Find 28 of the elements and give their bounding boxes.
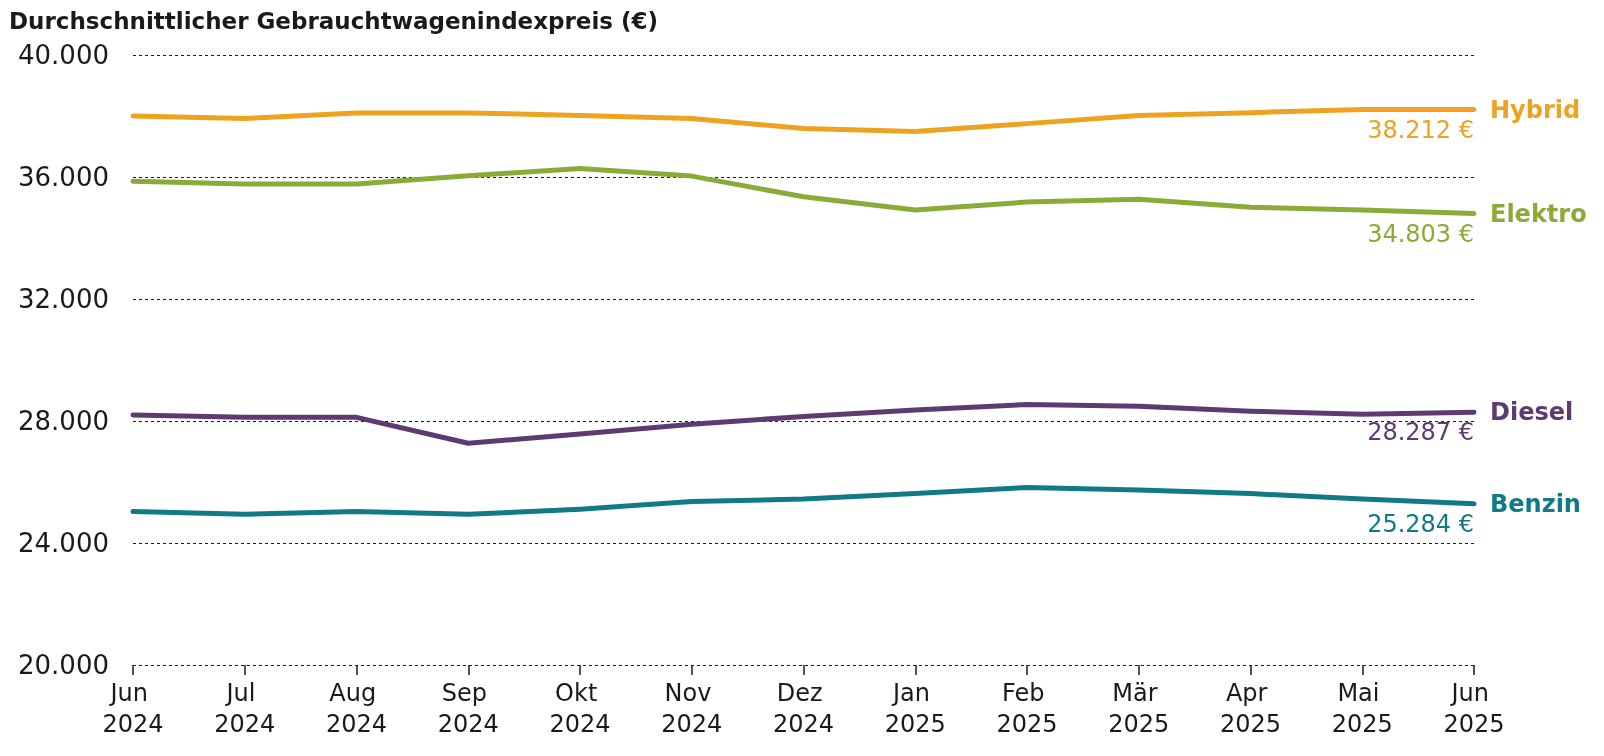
- y-tick-label: 36.000: [18, 162, 109, 192]
- x-tick-label: Dez 2024: [772, 678, 835, 738]
- x-tick-label: Okt 2024: [549, 678, 611, 738]
- series-label: Diesel: [1490, 398, 1574, 427]
- y-tick-label: 24.000: [18, 528, 109, 558]
- x-tick-label: Mär 2025: [1108, 678, 1170, 738]
- x-tick-label: Aug 2024: [325, 678, 388, 738]
- x-tick-label: Jun 2025: [1443, 678, 1505, 738]
- chart-title: Durchschnittlicher Gebrauchtwagenindexpreis (€): [9, 7, 659, 34]
- data-label: 34.803 €: [1367, 219, 1474, 248]
- data-label: 28.287 €: [1367, 418, 1474, 447]
- data-label: 38.212 €: [1367, 115, 1474, 144]
- y-tick-label: 20.000: [18, 650, 109, 680]
- x-tick-label: Feb 2025: [996, 678, 1058, 738]
- x-tick-label: Jan 2025: [884, 678, 946, 738]
- data-label: 25.284 €: [1367, 509, 1474, 538]
- series-label: Hybrid: [1490, 95, 1581, 124]
- x-tick-label: Nov 2024: [661, 678, 723, 738]
- x-tick-label: Jun 2024: [102, 678, 164, 738]
- x-tick-label: Jul 2024: [214, 678, 276, 738]
- series-label: Elektro: [1490, 199, 1587, 228]
- y-tick-label: 32.000: [18, 284, 109, 314]
- series-label: Benzin: [1490, 489, 1581, 518]
- y-tick-label: 28.000: [18, 406, 109, 436]
- x-tick-label: Sep 2024: [437, 678, 499, 738]
- y-tick-label: 40.000: [18, 40, 109, 70]
- x-tick-label: Mai 2025: [1331, 678, 1393, 738]
- x-tick-label: Apr 2025: [1219, 678, 1282, 738]
